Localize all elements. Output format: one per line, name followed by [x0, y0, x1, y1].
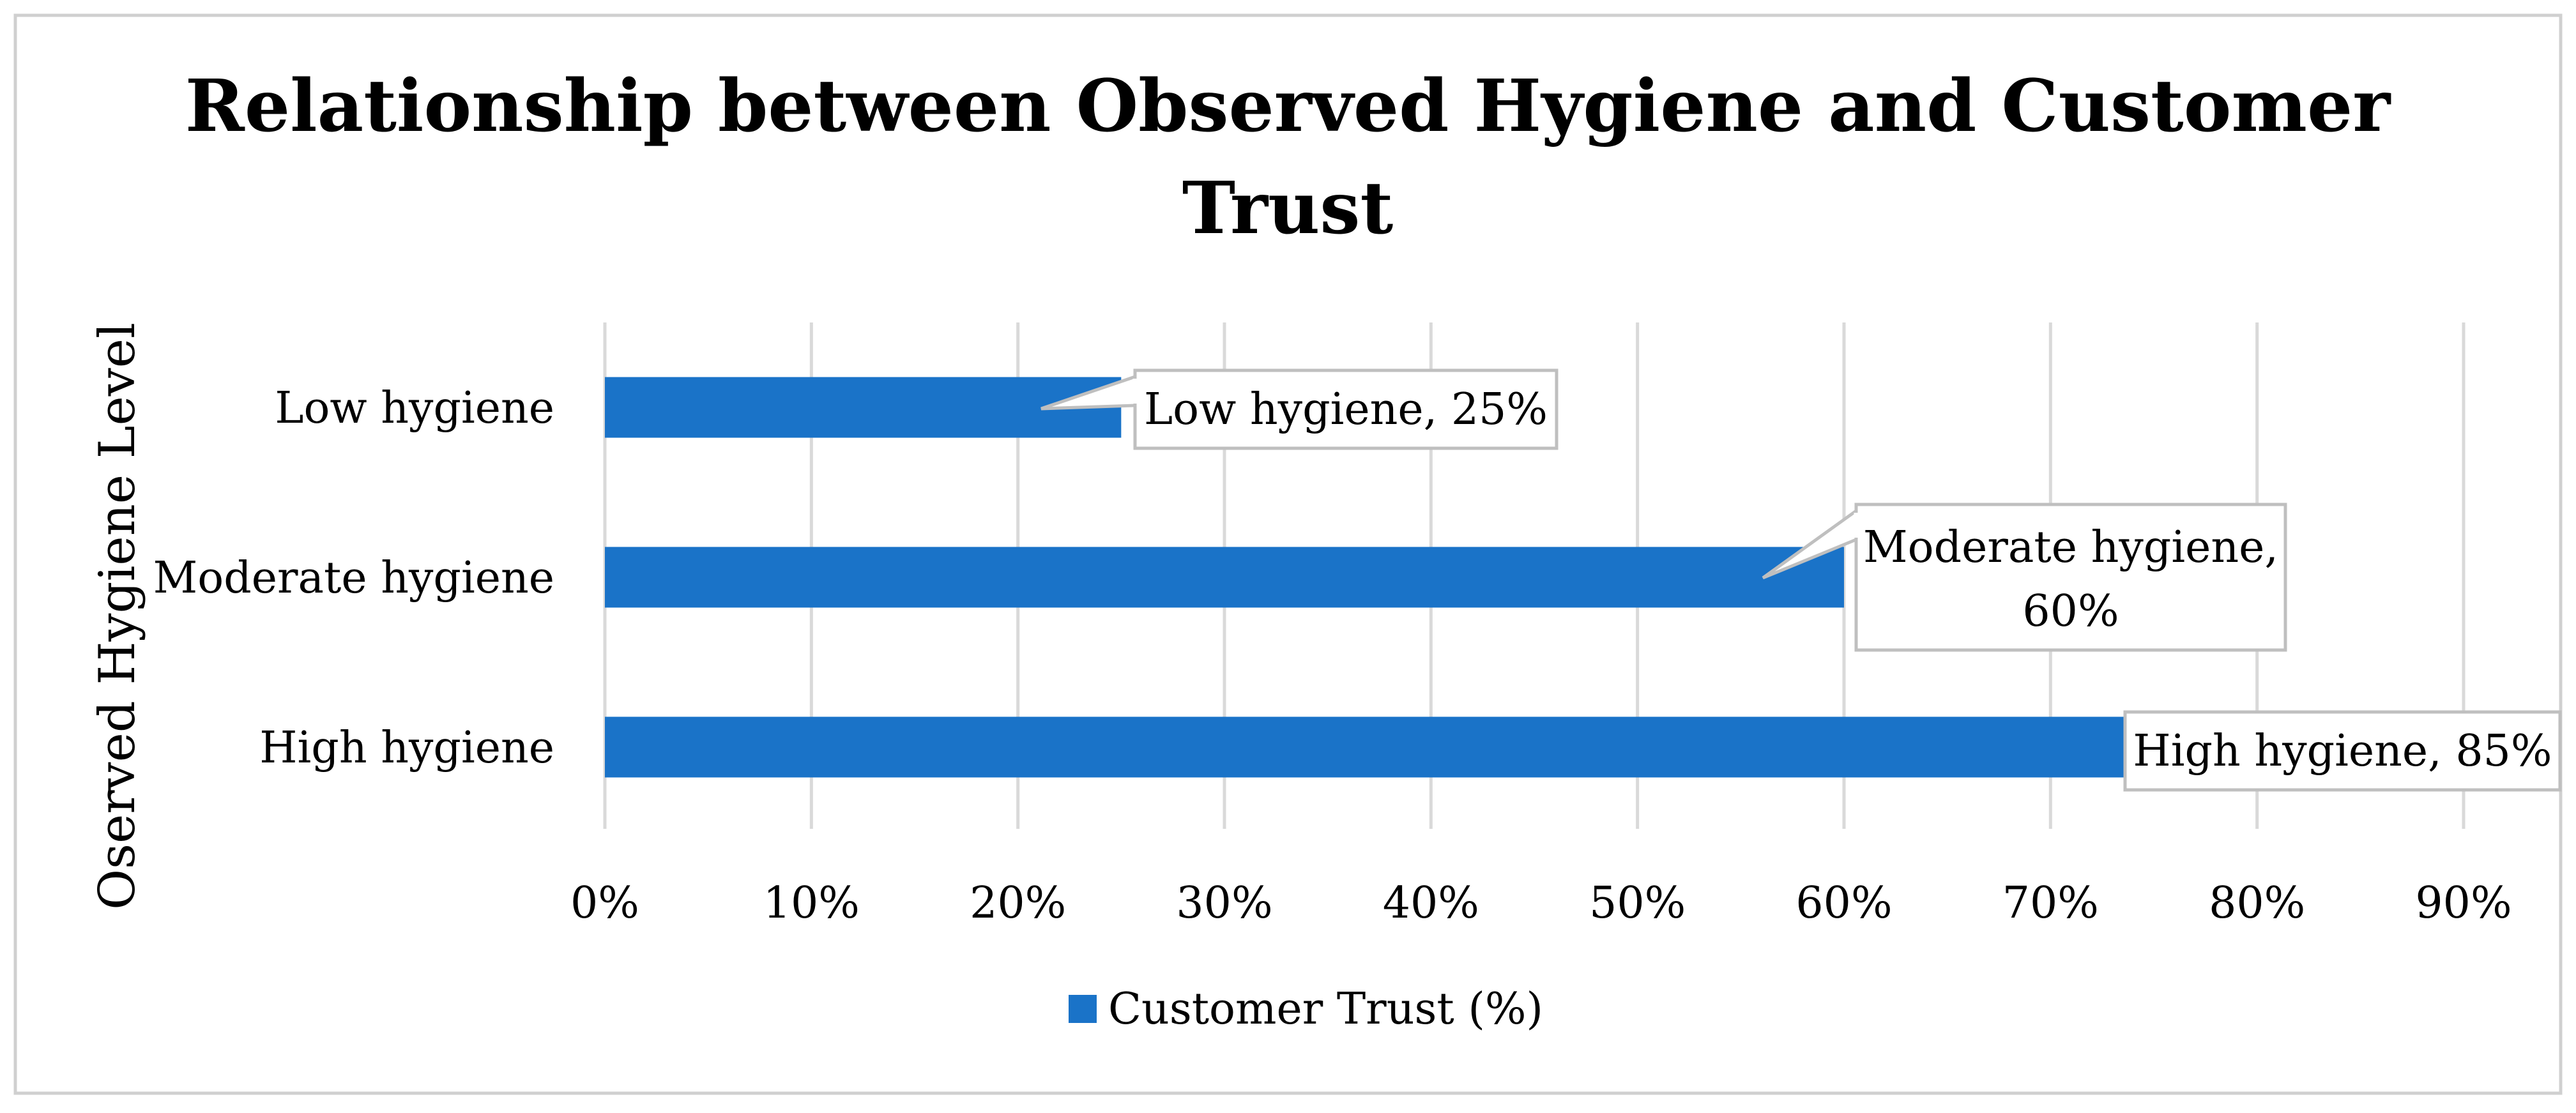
category-label: Moderate hygiene	[153, 553, 554, 603]
data-label-callout: High hygiene, 85%	[2123, 710, 2562, 792]
y-axis-title: Oserved Hygiene Level	[89, 322, 146, 910]
callout-box	[1854, 503, 2287, 652]
x-tick-label: 70%	[2002, 878, 2099, 928]
data-label-callout: Low hygiene, 25%	[1040, 368, 1559, 450]
data-label-callouts: Low hygiene, 25% Moderate hygiene, 60% High…	[1040, 368, 2562, 792]
x-tick-label: 80%	[2209, 878, 2305, 928]
legend-swatch	[1069, 995, 1097, 1023]
chart-title-line-1: Relationship between Observed Hygiene an…	[185, 64, 2392, 148]
bar	[605, 716, 2361, 778]
x-tick-label: 20%	[970, 878, 1066, 928]
data-label: Low hygiene, 25%	[1144, 384, 1548, 435]
data-label-callout: Moderate hygiene, 60%	[1762, 503, 2287, 652]
x-tick-label: 30%	[1176, 878, 1272, 928]
x-tick-label: 40%	[1383, 878, 1479, 928]
callout-box	[1133, 368, 1559, 450]
chart-title-line-2: Trust	[1182, 167, 1394, 250]
x-tick-label: 10%	[763, 878, 860, 928]
x-tick-label: 50%	[1589, 878, 1686, 928]
bar	[605, 547, 1844, 608]
x-tick-label: 0%	[570, 878, 639, 928]
category-label: High hygiene	[259, 723, 554, 773]
x-axis-tick-labels: 0% 10% 20% 30% 40% 50% 60% 70% 80% 90%	[570, 878, 2512, 928]
category-label: Low hygiene	[275, 383, 554, 434]
bar	[605, 377, 1122, 438]
x-tick-label: 90%	[2415, 878, 2511, 928]
bars	[605, 377, 2361, 778]
category-labels: Low hygiene Moderate hygiene High hygiene	[153, 383, 554, 773]
callout-box	[2123, 710, 2562, 792]
data-label: Moderate hygiene, 60%	[1863, 522, 2278, 637]
x-tick-label: 60%	[1795, 878, 1892, 928]
legend-label: Customer Trust (%)	[1108, 984, 1543, 1034]
legend: Customer Trust (%)	[1069, 984, 1543, 1034]
data-label: High hygiene, 85%	[2133, 726, 2552, 776]
